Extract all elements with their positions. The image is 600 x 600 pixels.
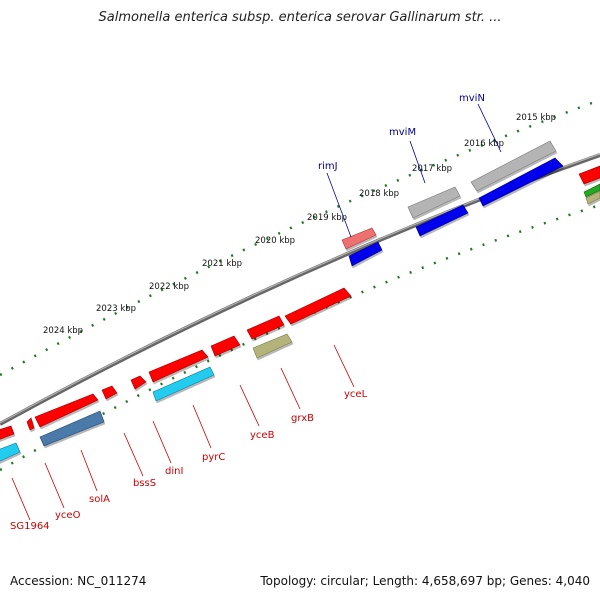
reverse-genes xyxy=(0,157,600,462)
gene-blue-a[interactable] xyxy=(348,241,383,267)
leader-line xyxy=(280,367,301,410)
gene-olive-edge[interactable] xyxy=(585,190,600,205)
genome-backbone-highlight xyxy=(0,153,600,424)
forward-genes xyxy=(0,140,600,440)
leader-line xyxy=(409,140,426,184)
genome-title: Salmonella enterica subsp. enterica sero… xyxy=(98,10,502,25)
gene-blue-b[interactable] xyxy=(415,204,469,237)
leader-line xyxy=(477,103,502,153)
gene-label-grxB[interactable]: grxB xyxy=(291,413,314,424)
kbp-label: 2015 kbp xyxy=(516,113,556,123)
gene-steel-a[interactable] xyxy=(39,410,105,447)
gene-cyan-left[interactable] xyxy=(0,442,21,462)
gene-mviM[interactable] xyxy=(407,186,461,219)
leader-line xyxy=(11,477,31,521)
leader-line xyxy=(326,172,352,238)
leader-line xyxy=(80,449,98,492)
kbp-label: 2022 kbp xyxy=(149,282,189,292)
gene-mviN[interactable] xyxy=(470,140,557,192)
accession-text: Accession: NC_011274 xyxy=(10,574,147,588)
gene-label-pyrC[interactable]: pyrC xyxy=(202,452,225,463)
kbp-label: 2017 kbp xyxy=(412,164,452,174)
kbp-label: 2020 kbp xyxy=(255,236,295,246)
gene-cyan-b[interactable] xyxy=(152,366,215,402)
gene-yceO[interactable] xyxy=(34,393,99,428)
gene-grxB[interactable] xyxy=(284,287,352,325)
leader-line xyxy=(239,384,260,427)
gene-small-a[interactable] xyxy=(26,417,35,431)
gene-blue-c[interactable] xyxy=(478,157,564,207)
gene-edge-red[interactable] xyxy=(578,165,600,185)
leader-line xyxy=(44,462,65,509)
kbp-label: 2021 kbp xyxy=(202,259,242,269)
top-gene-labels: mviN mviM rimJ xyxy=(318,93,502,238)
gene-label-yceB[interactable]: yceB xyxy=(250,430,275,441)
gene-label-mviN[interactable]: mviN xyxy=(459,93,485,104)
gene-rimJ[interactable] xyxy=(341,227,377,250)
kbp-label: 2018 kbp xyxy=(359,189,399,199)
outer-tick-ring xyxy=(0,98,600,377)
leader-line xyxy=(123,432,144,477)
topology-text: Topology: circular; Length: 4,658,697 bp… xyxy=(260,574,590,588)
gene-SG1964[interactable] xyxy=(0,425,15,440)
kbp-label: 2016 kbp xyxy=(464,139,504,149)
gene-label-yceO[interactable]: yceO xyxy=(55,510,81,521)
gene-label-solA[interactable]: solA xyxy=(89,494,110,505)
gene-label-mviM[interactable]: mviM xyxy=(389,127,416,138)
gene-label-dinI[interactable]: dinI xyxy=(165,466,183,477)
kbp-label: 2023 kbp xyxy=(96,304,136,314)
gene-label-bssS[interactable]: bssS xyxy=(133,478,156,489)
bottom-gene-labels: SG1964 yceO solA bssS dinI pyrC yceB grx… xyxy=(10,344,368,532)
gene-bssS[interactable] xyxy=(130,375,147,390)
gene-yceB[interactable] xyxy=(246,315,285,340)
gene-label-yceL[interactable]: yceL xyxy=(344,389,368,400)
gene-pyrC[interactable] xyxy=(210,335,241,357)
kbp-label: 2019 kbp xyxy=(307,213,347,223)
gene-label-SG1964[interactable]: SG1964 xyxy=(10,521,50,532)
leader-line xyxy=(192,404,212,449)
gene-olive-a[interactable] xyxy=(252,333,293,359)
gene-green-edge[interactable] xyxy=(583,183,600,198)
gene-label-rimJ[interactable]: rimJ xyxy=(318,161,338,172)
leader-line xyxy=(152,420,172,464)
gene-solA[interactable] xyxy=(101,385,118,400)
leader-line xyxy=(333,344,355,388)
gene-dinI[interactable] xyxy=(148,349,209,383)
kbp-labels: 2015 kbp 2016 kbp 2017 kbp 2018 kbp 2019… xyxy=(43,113,556,336)
inner-tick-ring xyxy=(0,203,600,472)
genome-backbone xyxy=(0,153,600,426)
kbp-label: 2024 kbp xyxy=(43,326,83,336)
